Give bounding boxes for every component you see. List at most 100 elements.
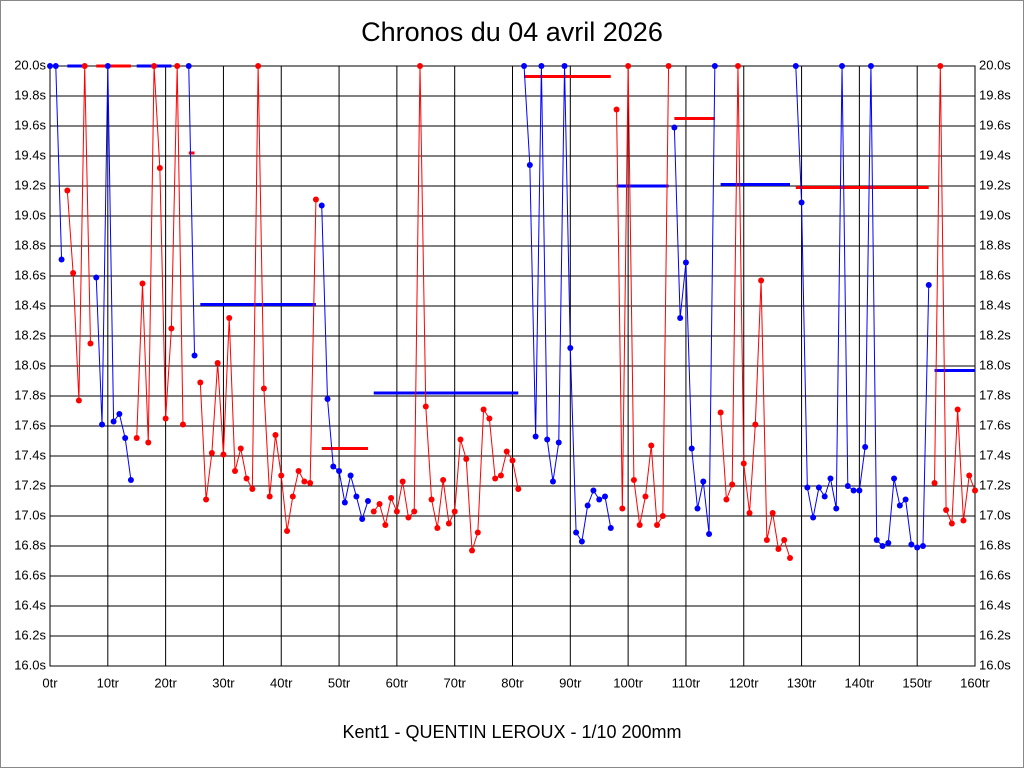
y2-tick-label: 16.8s	[979, 537, 1011, 552]
lap-point	[706, 531, 713, 537]
lap-point	[99, 421, 106, 428]
lap-point	[411, 508, 418, 515]
lap-point	[677, 315, 684, 321]
lap-point	[463, 456, 470, 462]
y2-tick-label: 17.8s	[979, 387, 1011, 402]
y-tick-label: 18.6s	[14, 267, 46, 282]
lap-point	[775, 546, 782, 552]
y2-tick-label: 18.0s	[979, 357, 1011, 372]
lap-point	[220, 451, 227, 458]
lap-point	[931, 480, 938, 486]
y-tick-label: 19.2s	[14, 177, 46, 192]
lap-point	[948, 520, 955, 527]
lap-point	[364, 498, 371, 504]
y-tick-label: 17.8s	[14, 387, 46, 402]
lap-point	[532, 433, 539, 440]
lap-point	[47, 63, 53, 69]
lap-point	[630, 477, 637, 483]
lap-point	[850, 487, 857, 494]
x-tick-label: 60tr	[386, 675, 409, 690]
lap-point	[891, 475, 898, 482]
lap-point	[544, 436, 551, 443]
lap-point	[133, 435, 140, 441]
lap-point	[827, 475, 834, 482]
lap-point	[972, 487, 978, 494]
lap-point	[341, 499, 348, 506]
lap-point	[798, 199, 805, 206]
y2-tick-label: 19.8s	[979, 87, 1011, 102]
y-tick-label: 17.6s	[14, 417, 46, 432]
lap-point	[139, 280, 146, 287]
y2-tick-label: 16.0s	[979, 657, 1011, 672]
y2-tick-label: 16.2s	[979, 627, 1011, 642]
lap-point	[515, 486, 522, 492]
lap-point	[659, 513, 666, 519]
lap-point	[804, 484, 811, 491]
lap-point	[636, 522, 643, 528]
lap-point	[700, 478, 707, 485]
lap-point	[648, 442, 655, 449]
lap-point	[324, 396, 331, 402]
lap-point	[521, 63, 528, 69]
lap-point	[787, 555, 793, 561]
lap-point	[58, 256, 65, 263]
y-tick-label: 16.2s	[14, 627, 46, 642]
lap-point	[671, 124, 678, 131]
lap-point	[642, 493, 649, 500]
y-tick-label: 16.4s	[14, 597, 46, 612]
y2-tick-label: 17.6s	[979, 417, 1011, 432]
lap-point	[116, 411, 123, 417]
y-tick-label: 20.0s	[14, 57, 46, 72]
lap-point	[145, 439, 152, 446]
lap-point	[353, 493, 360, 500]
lap-point	[393, 508, 400, 515]
lap-point	[526, 162, 533, 168]
lap-point	[919, 543, 926, 549]
y2-tick-label: 18.4s	[979, 297, 1011, 312]
lap-point	[758, 277, 765, 284]
lap-point	[330, 463, 337, 470]
lap-point	[445, 520, 452, 527]
lap-point	[769, 510, 776, 516]
lap-point	[717, 409, 724, 416]
y-tick-label: 18.0s	[14, 357, 46, 372]
x-tick-label: 140tr	[845, 675, 875, 690]
lap-point	[538, 63, 545, 69]
y2-tick-label: 19.0s	[979, 207, 1011, 222]
lap-point	[260, 385, 267, 392]
lap-point	[792, 63, 799, 69]
lap-point	[226, 315, 233, 321]
lap-point	[110, 418, 117, 425]
lap-point	[347, 472, 354, 479]
lap-point	[573, 529, 580, 536]
lap-point	[665, 63, 672, 69]
lap-point	[64, 187, 71, 194]
lap-point	[966, 472, 973, 479]
lap-point	[896, 502, 903, 509]
lap-point	[417, 63, 423, 69]
x-tick-label: 30tr	[212, 675, 235, 690]
lap-point	[52, 63, 59, 69]
y2-tick-label: 19.6s	[979, 117, 1011, 132]
lap-point	[399, 478, 406, 485]
y2-tick-label: 16.6s	[979, 567, 1011, 582]
chart-title: Chronos du 04 avril 2026	[361, 17, 663, 47]
lap-point	[318, 202, 325, 209]
lap-point	[867, 63, 874, 69]
lap-point	[688, 445, 695, 452]
lap-point	[295, 468, 302, 474]
y-tick-label: 19.8s	[14, 87, 46, 102]
x-tick-label: 10tr	[97, 675, 120, 690]
lap-point	[307, 480, 314, 486]
lap-point	[359, 516, 366, 522]
lap-point	[81, 63, 88, 69]
x-tick-label: 120tr	[729, 675, 759, 690]
lap-point	[943, 507, 950, 513]
lap-point	[440, 477, 447, 483]
lap-point	[151, 63, 158, 69]
lap-point	[255, 63, 262, 69]
lap-point	[197, 379, 204, 386]
y-tick-label: 17.0s	[14, 507, 46, 522]
x-axis-title: Kent1 - QUENTIN LEROUX - 1/10 200mm	[342, 722, 681, 742]
x-tick-label: 100tr	[613, 675, 643, 690]
